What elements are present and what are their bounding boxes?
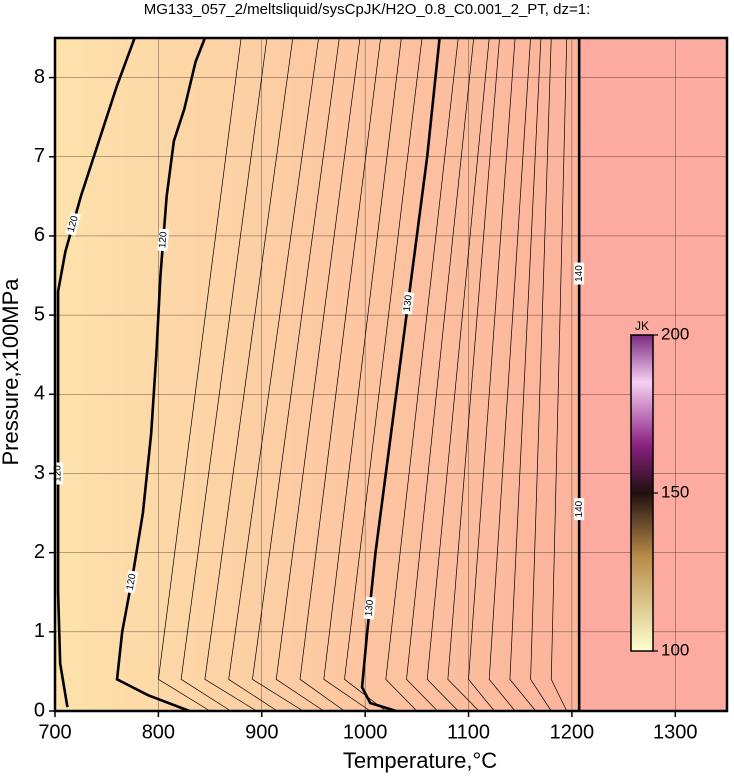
thin-contour: [426, 37, 490, 712]
contour-label-bg: [124, 570, 139, 594]
chart-title: MG133_057_2/meltsliquid/sysCpJK/H2O_0.8_…: [144, 1, 591, 18]
y-tick-label: 2: [34, 541, 45, 563]
thin-contour: [228, 37, 319, 712]
plot-frame: [53, 36, 729, 713]
contour-label: 120: [125, 572, 139, 591]
y-tick-label: 0: [34, 699, 45, 721]
contour-label-bg: [401, 291, 415, 315]
x-tick-label: 1000: [343, 721, 388, 743]
thin-contour: [275, 37, 361, 712]
y-tick-label: 3: [34, 462, 45, 484]
contour-label-bg: [363, 596, 376, 620]
thin-contour: [509, 37, 542, 712]
contour-label-group: 130: [401, 291, 415, 315]
thin-contour: [204, 37, 294, 712]
contour-label-group: 120: [157, 228, 170, 252]
thin-contour: [385, 37, 459, 712]
x-tick-label: 1100: [447, 721, 490, 743]
thin-contour: [468, 37, 516, 712]
thin-contour: [406, 37, 475, 712]
contour: [360, 37, 441, 713]
thin-contour: [344, 37, 423, 712]
contour-label: 140: [574, 500, 585, 517]
contour-label-bg: [574, 498, 585, 521]
y-tick-label: 4: [34, 383, 45, 405]
contour-label-bg: [65, 212, 81, 237]
contour-label-group: 130: [363, 596, 377, 620]
colorbar: [630, 334, 654, 652]
contour-label-bg: [574, 262, 585, 285]
thin-contour: [158, 37, 242, 712]
thin-contour: [447, 37, 500, 712]
contour: [115, 37, 207, 713]
background: [55, 38, 580, 711]
contour-label-bg: [157, 228, 170, 252]
contour-label: 130: [364, 599, 377, 617]
y-tick-label: 1: [34, 620, 45, 642]
x-tick-label: 900: [245, 721, 278, 743]
colorbar-tick-label: 200: [661, 324, 689, 343]
colorbar-label: JK: [635, 319, 649, 333]
thin-contour: [323, 37, 402, 712]
thin-contour: [299, 37, 382, 712]
x-tick-label: 1300: [653, 721, 698, 743]
thin-contour: [180, 37, 268, 712]
y-tick-label: 8: [34, 66, 45, 88]
thin-contour: [550, 37, 568, 712]
colorbar-tick-label: 100: [661, 640, 689, 659]
contour-label-group: 140: [574, 262, 585, 285]
contour-label: 120: [157, 231, 169, 249]
colorbar-tick-label: 150: [661, 482, 689, 501]
y-tick-label: 7: [34, 145, 45, 167]
y-axis-label: Pressure,x100MPa: [0, 278, 23, 466]
thin-contour: [530, 37, 552, 712]
contour-label: 140: [574, 265, 585, 282]
y-tick-label: 6: [34, 224, 45, 246]
contour-label-group: 120: [65, 212, 81, 237]
x-axis-label: Temperature,°C: [343, 748, 497, 773]
contour: [56, 37, 136, 708]
thin-contour: [488, 37, 531, 712]
contour-label-group: 140: [574, 498, 585, 521]
x-tick-label: 700: [38, 721, 71, 743]
contour-label: 130: [402, 294, 415, 312]
contour-label-group: 120: [124, 570, 139, 594]
contour-label: 120: [53, 465, 64, 482]
y-tick-label: 5: [34, 303, 45, 325]
x-tick-label: 1200: [550, 721, 595, 743]
contour-label: 120: [66, 214, 81, 233]
x-tick-label: 800: [142, 721, 175, 743]
thin-contour: [252, 37, 340, 712]
